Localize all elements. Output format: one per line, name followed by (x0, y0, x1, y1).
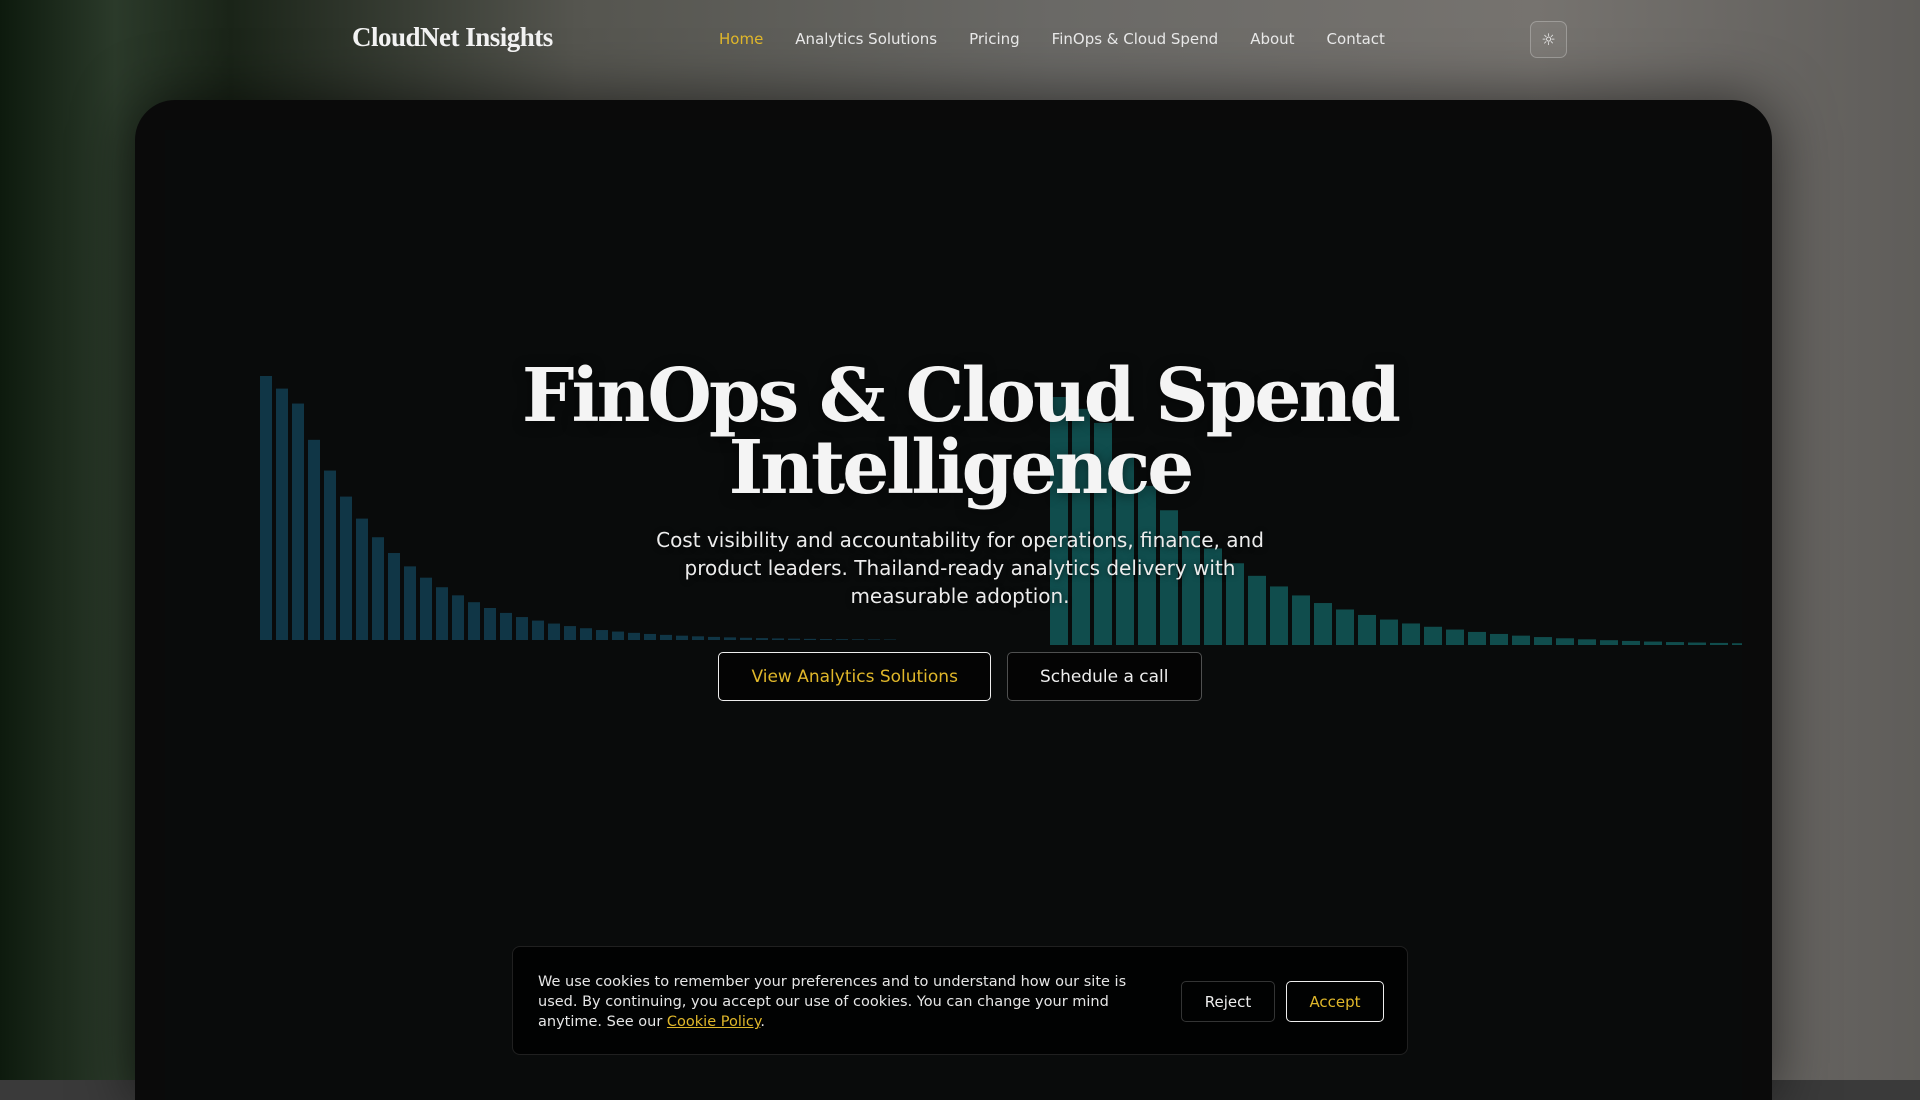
nav-contact[interactable]: Contact (1327, 30, 1385, 48)
cookie-policy-link[interactable]: Cookie Policy (667, 1014, 760, 1030)
cookie-period: . (760, 1014, 765, 1030)
schedule-call-button[interactable]: Schedule a call (1007, 652, 1202, 701)
sun-icon: ☼ (1541, 30, 1555, 49)
cookie-banner: We use cookies to remember your preferen… (512, 946, 1408, 1055)
nav-finops[interactable]: FinOps & Cloud Spend (1052, 30, 1219, 48)
nav-links: Home Analytics Solutions Pricing FinOps … (719, 30, 1385, 48)
cookie-text: We use cookies to remember your preferen… (538, 972, 1158, 1032)
hero-subtitle: Cost visibility and accountability for o… (640, 526, 1280, 610)
nav-home[interactable]: Home (719, 30, 763, 48)
view-analytics-solutions-button[interactable]: View Analytics Solutions (718, 652, 990, 701)
top-nav: CloudNet Insights Home Analytics Solutio… (0, 0, 1920, 80)
accept-cookies-button[interactable]: Accept (1286, 981, 1384, 1022)
hero-title-line2: Intelligence (729, 425, 1192, 511)
theme-toggle-button[interactable]: ☼ (1530, 21, 1567, 58)
nav-about[interactable]: About (1250, 30, 1294, 48)
reject-cookies-button[interactable]: Reject (1181, 981, 1275, 1022)
cookie-message: We use cookies to remember your preferen… (538, 974, 1126, 1030)
nav-pricing[interactable]: Pricing (969, 30, 1020, 48)
brand-logo[interactable]: CloudNet Insights (352, 22, 553, 53)
nav-analytics-solutions[interactable]: Analytics Solutions (795, 30, 937, 48)
